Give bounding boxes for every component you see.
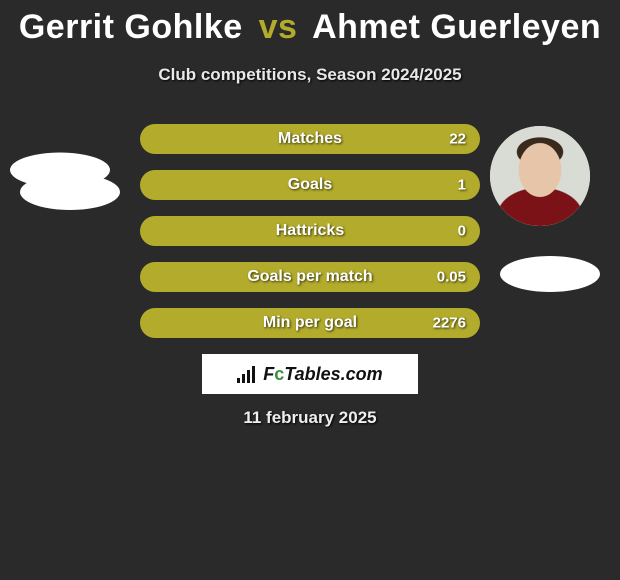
bar-value-right: 0 (458, 223, 466, 240)
date-label: 11 february 2025 (0, 408, 620, 428)
bar-value-right: 2276 (433, 315, 466, 332)
brand-badge: FcTables.com (202, 354, 418, 394)
bar-min-per-goal: Min per goal 2276 (140, 308, 480, 338)
avatar-face-icon (490, 126, 590, 226)
bar-value-right: 0.05 (437, 269, 466, 286)
bar-label: Goals (288, 176, 332, 194)
brand-text: FcTables.com (263, 364, 382, 385)
title-player1: Gerrit Gohlke (19, 8, 243, 46)
bar-hattricks: Hattricks 0 (140, 216, 480, 246)
team-badge-player2 (500, 256, 600, 292)
bar-goals-per-match: Goals per match 0.05 (140, 262, 480, 292)
brand-logo-icon (237, 365, 259, 383)
avatar-player2 (490, 126, 590, 226)
title-vs: vs (259, 8, 298, 46)
brand-text-c: c (274, 364, 284, 384)
brand-text-suffix: Tables.com (284, 364, 382, 384)
team-badge-player1 (20, 174, 120, 210)
bar-goals: Goals 1 (140, 170, 480, 200)
stat-bars: Matches 22 Goals 1 Hattricks 0 Goals per… (140, 124, 480, 354)
bar-label: Goals per match (247, 268, 372, 286)
bar-label: Matches (278, 130, 342, 148)
bar-label: Hattricks (276, 222, 344, 240)
bar-value-right: 1 (458, 177, 466, 194)
bar-label: Min per goal (263, 314, 357, 332)
page-title: Gerrit Gohlke vs Ahmet Guerleyen (0, 0, 620, 47)
subtitle: Club competitions, Season 2024/2025 (0, 65, 620, 85)
bar-value-right: 22 (449, 131, 466, 148)
brand-text-prefix: F (263, 364, 274, 384)
title-player2: Ahmet Guerleyen (312, 8, 601, 46)
bar-matches: Matches 22 (140, 124, 480, 154)
